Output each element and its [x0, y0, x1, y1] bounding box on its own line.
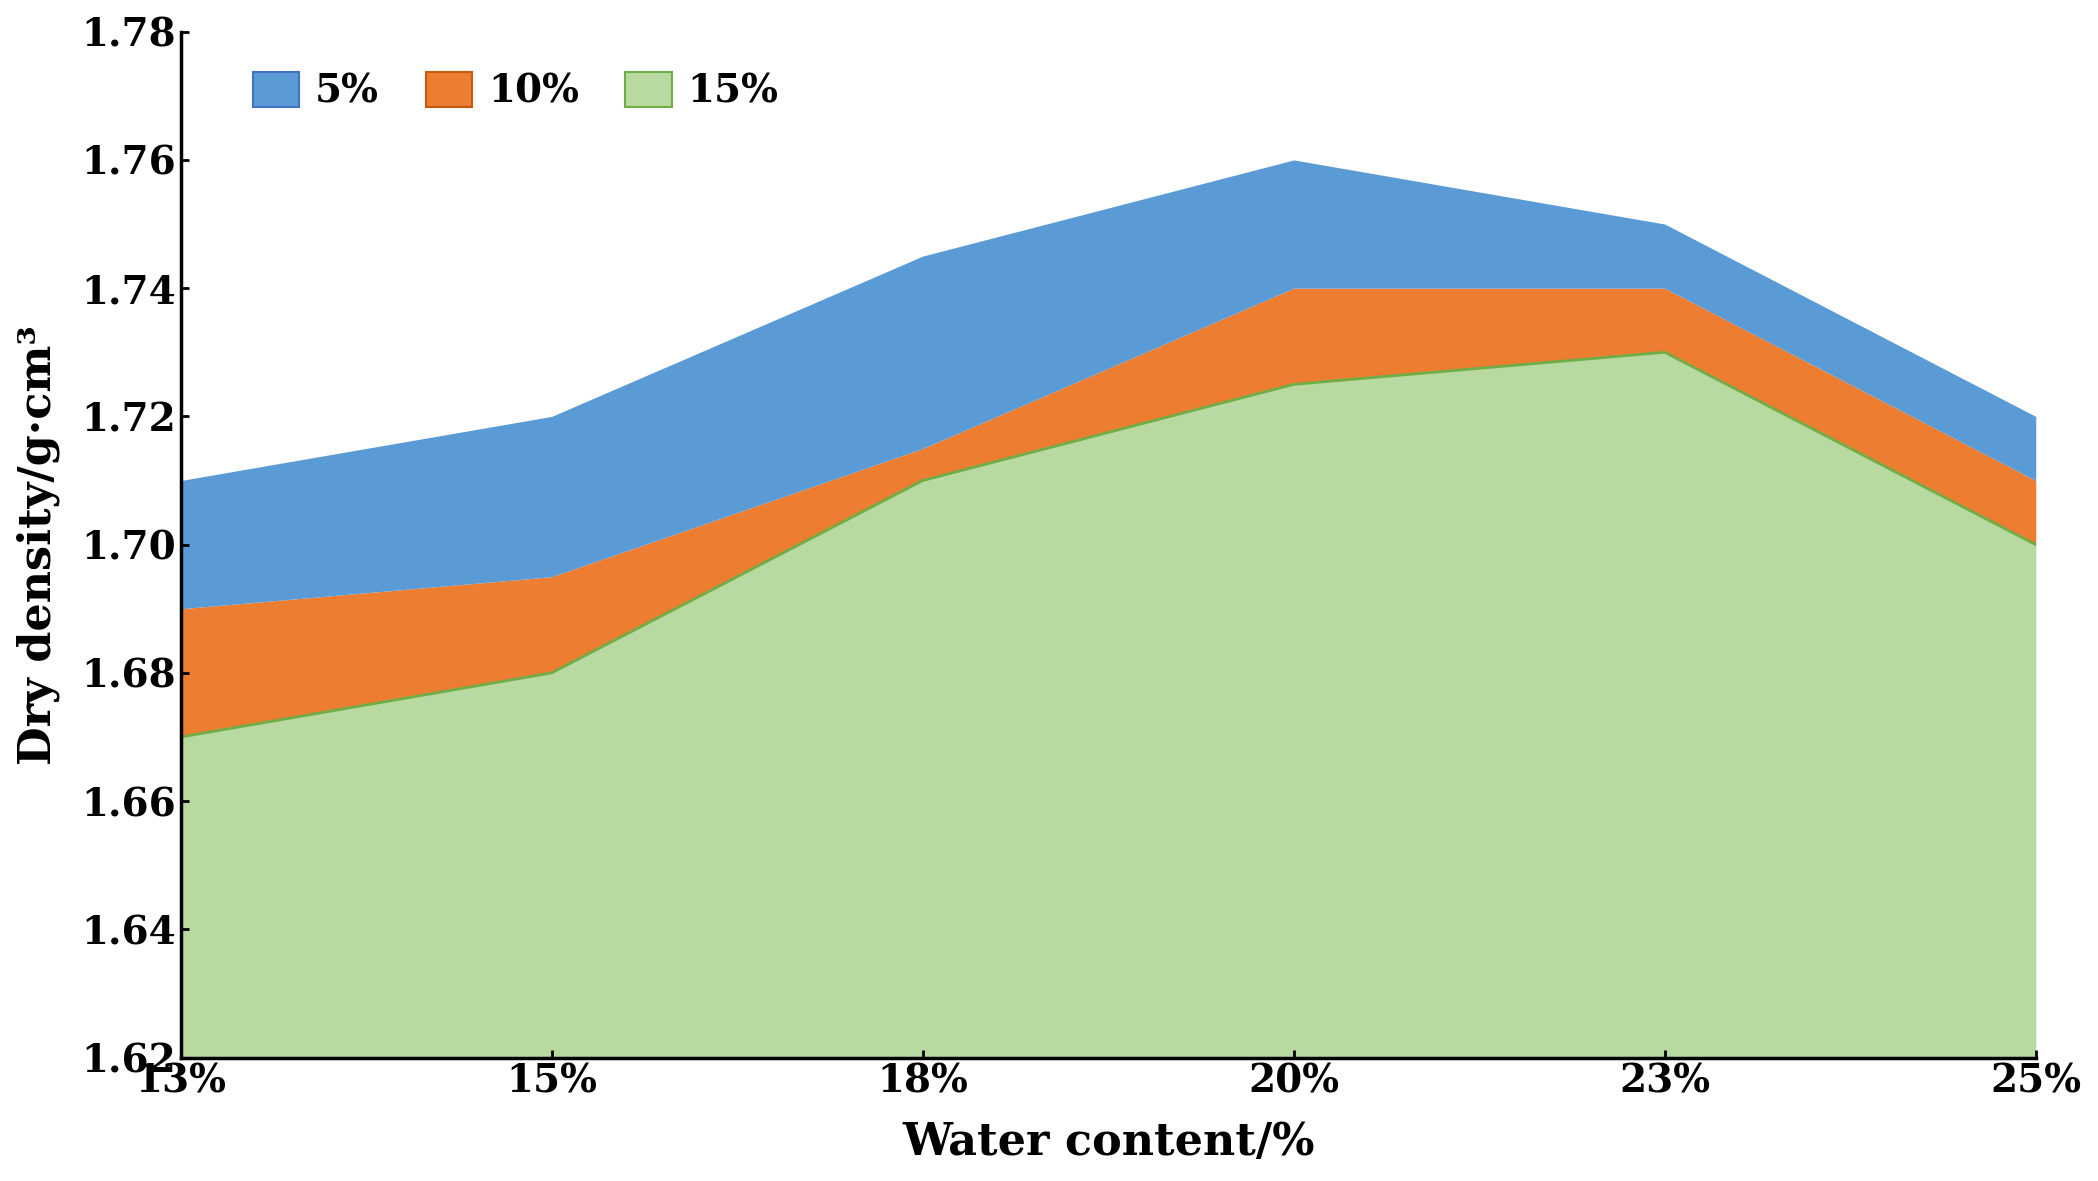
Y-axis label: Dry density/g·cm³: Dry density/g·cm³: [17, 325, 61, 764]
X-axis label: Water content/%: Water content/%: [902, 1121, 1315, 1164]
Legend: 5%, 10%, 15%: 5%, 10%, 15%: [237, 57, 795, 126]
